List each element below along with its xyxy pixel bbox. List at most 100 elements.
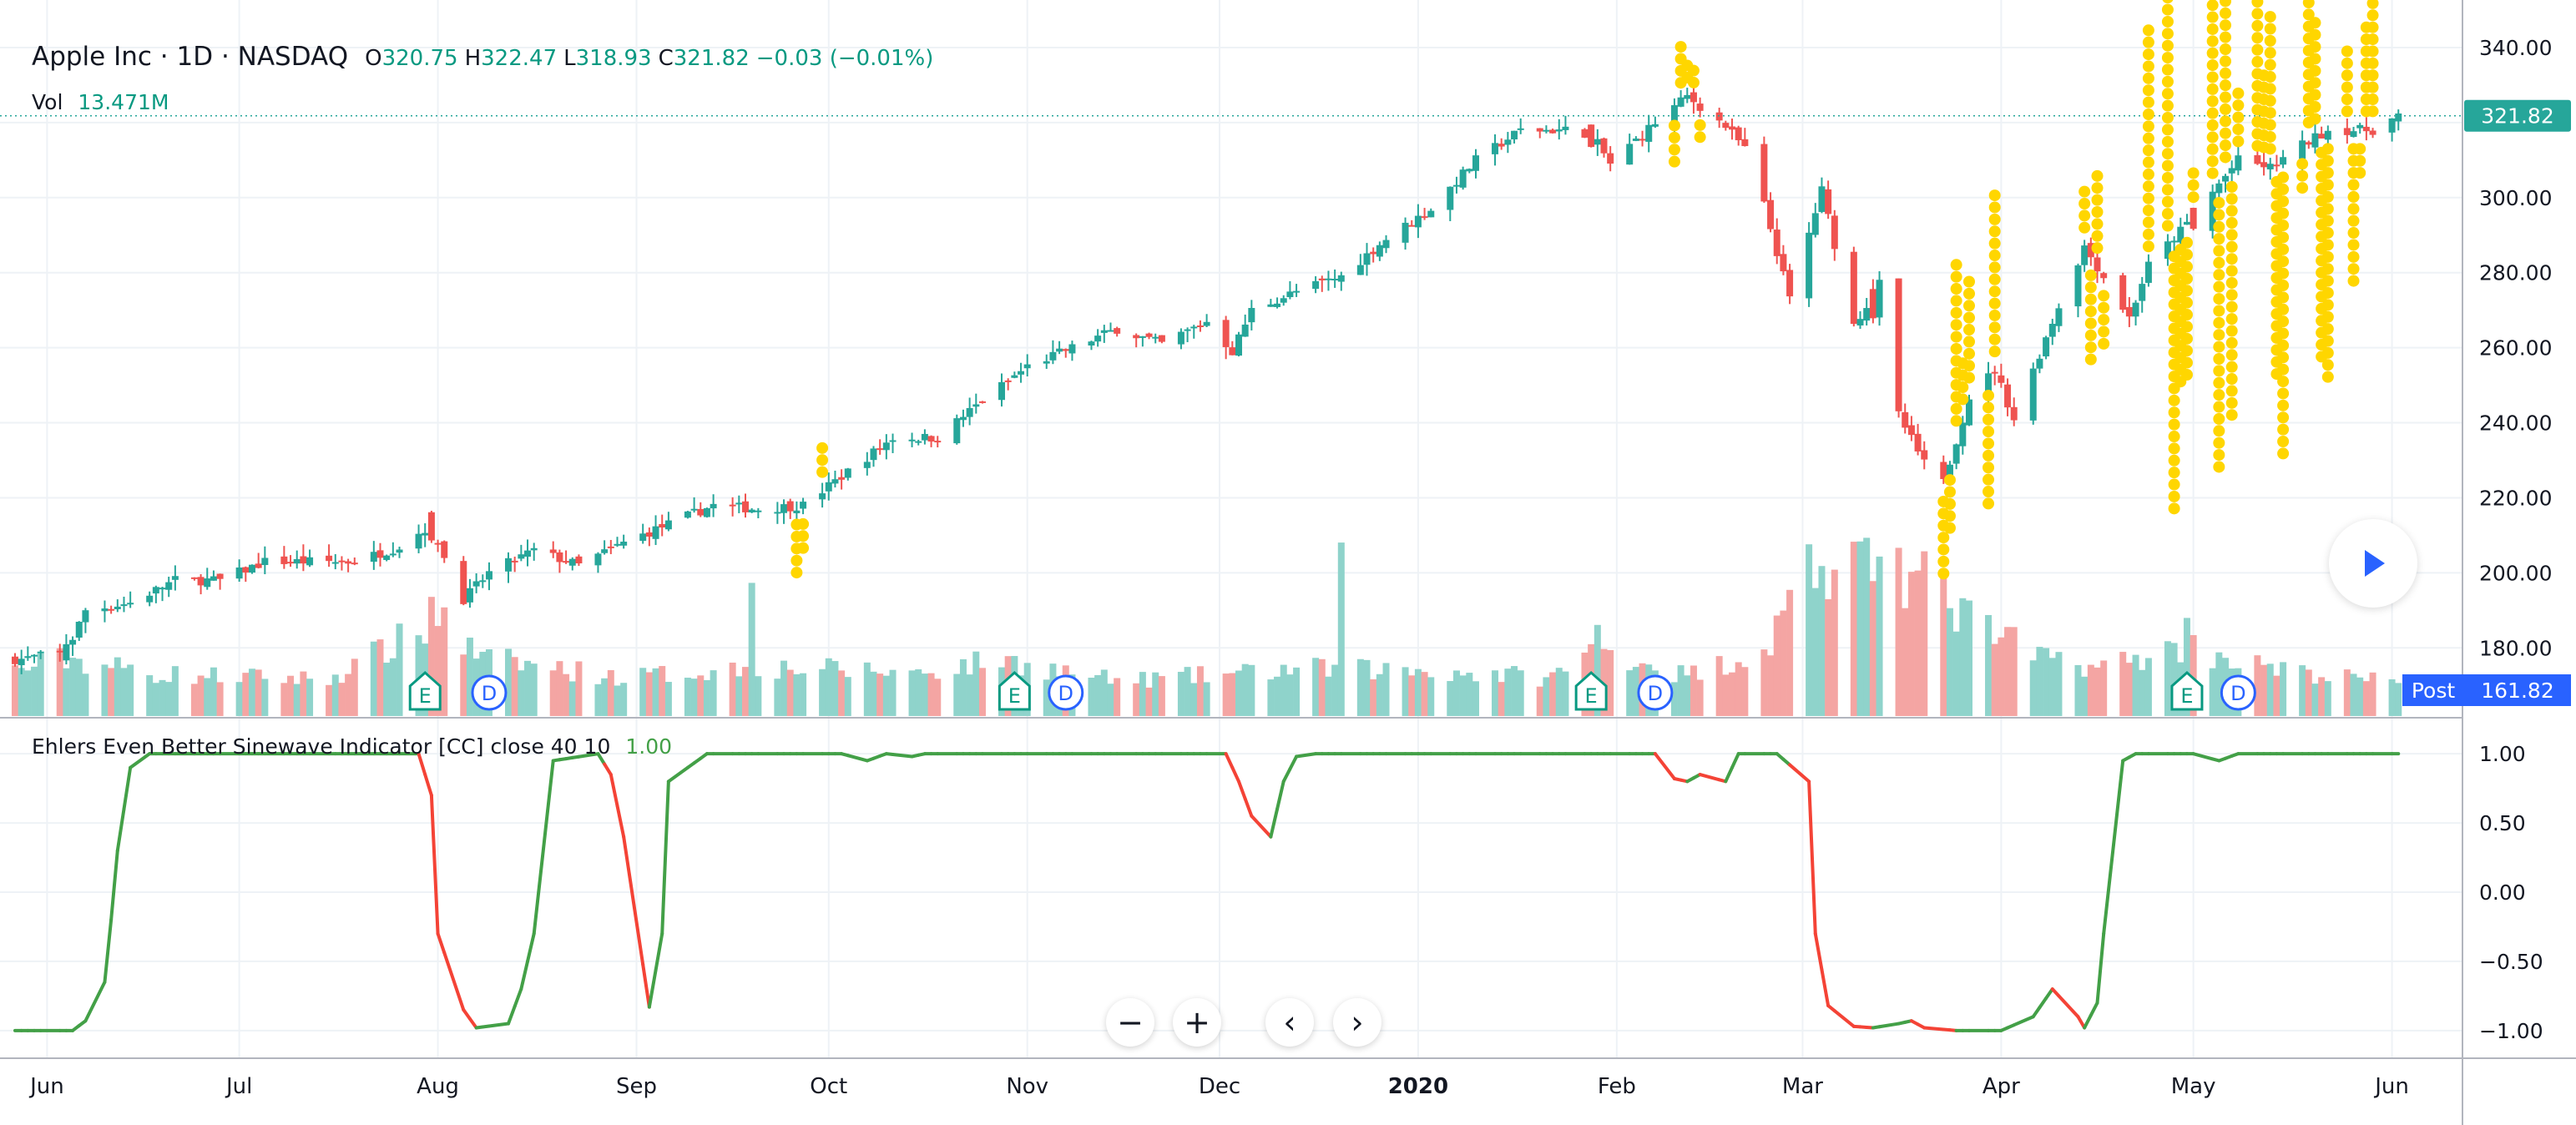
candle-body [1786,270,1794,297]
signal-dot [2321,239,2334,251]
volume-bar [2254,655,2261,716]
signal-dot [2084,341,2097,354]
candle-body [614,543,621,546]
signal-dot [1687,76,1700,88]
dividend-marker[interactable]: D [1637,674,1674,711]
signal-dot [2161,52,2174,64]
volume-bar [908,670,916,716]
scroll-back-button[interactable]: ‹ [1265,998,1314,1047]
indicator-label: Ehlers Even Better Sinewave Indicator [C… [32,734,611,759]
signal-dot [2213,305,2225,317]
volume-bar [1235,670,1242,716]
signal-dot [2180,260,2193,273]
volume-bar [18,668,25,716]
signal-dot [1950,415,1962,427]
candle-body [1056,348,1063,352]
candle-body [1767,199,1775,230]
candle-body [108,608,115,611]
candle-body [152,587,159,594]
replay-play-button[interactable] [2329,519,2417,608]
volume-bar [24,670,32,716]
candle-body [1152,336,1159,339]
candle-body [998,381,1006,401]
dividend-marker[interactable]: D [471,674,508,711]
signal-dot [2264,143,2276,155]
signal-dot [2168,431,2180,443]
candle-body [1196,325,1204,328]
signal-dot [2354,154,2366,167]
signal-dot [2225,385,2238,397]
signal-dot [2213,316,2225,329]
candle-body [882,442,890,451]
signal-dot [2142,36,2154,48]
candle-body [127,603,134,605]
signal-dot [1962,360,1975,372]
signal-dot [2084,353,2097,366]
volume-bar [376,639,384,716]
earnings-marker[interactable]: E [1574,670,1608,711]
candle-body [2183,221,2190,225]
earnings-marker[interactable]: E [2170,670,2204,711]
candle-body [345,561,352,564]
candle-body [2254,154,2261,164]
candle-body [1184,329,1191,331]
signal-dot [1988,189,2001,202]
sine-segment [109,849,119,922]
signal-dot [2220,127,2232,139]
candle-body [1998,375,2005,383]
sine-segment [1281,767,1292,784]
sine-segment [1813,931,1824,971]
dividend-marker-shape [471,674,508,711]
volume-bar [1555,668,1563,716]
candle-body [1331,279,1339,281]
signal-dot [2213,280,2225,293]
candle-body [1267,304,1275,307]
dividend-marker[interactable]: D [2220,674,2256,711]
candle-body [242,567,250,573]
signal-dot [2213,269,2225,281]
candle-body [889,440,897,442]
candle-body [2004,384,2012,408]
volume-bar [2305,669,2312,716]
signal-dot [2168,502,2180,515]
signal-dot [2142,84,2154,97]
signal-dot [2277,387,2290,400]
zoom-out-button[interactable]: − [1106,998,1154,1047]
volume-bar [1562,671,1569,716]
candle-body [2177,226,2185,243]
signal-dot [2232,87,2245,99]
volume-bar [1543,677,1550,716]
signal-dot [2264,130,2276,143]
signal-dot [2161,124,2174,136]
signal-dot [2277,303,2290,315]
dividend-marker[interactable]: D [1048,674,1084,711]
volume-bar [1229,673,1236,716]
price-tick-label: 300.00 [2479,186,2552,210]
scroll-forward-button[interactable]: › [1333,998,1381,1047]
candle-body [863,462,871,468]
earnings-marker[interactable]: E [408,670,442,711]
candle-body [793,510,801,514]
signal-dot [2142,180,2154,193]
candle-body [915,441,922,443]
sine-tick-label: 0.50 [2479,811,2526,835]
volume-bar [870,671,877,716]
signal-dot [2225,229,2238,241]
zoom-in-button[interactable]: + [1173,998,1221,1047]
signal-dot [2232,111,2245,124]
signal-dot [2142,48,2154,61]
earnings-marker[interactable]: E [998,670,1031,711]
candle-body [2273,164,2281,167]
signal-dot [2161,208,2174,220]
signal-dot [2264,47,2276,59]
volume-bar [1959,598,1967,716]
candle-body [2074,265,2082,307]
signal-dot [2321,323,2334,335]
candle-body [1651,124,1659,127]
candle-body [1780,254,1787,272]
candle-body [204,578,211,588]
signal-dot [2321,335,2334,347]
candle-body [441,541,448,558]
candlesticks [0,82,2462,674]
